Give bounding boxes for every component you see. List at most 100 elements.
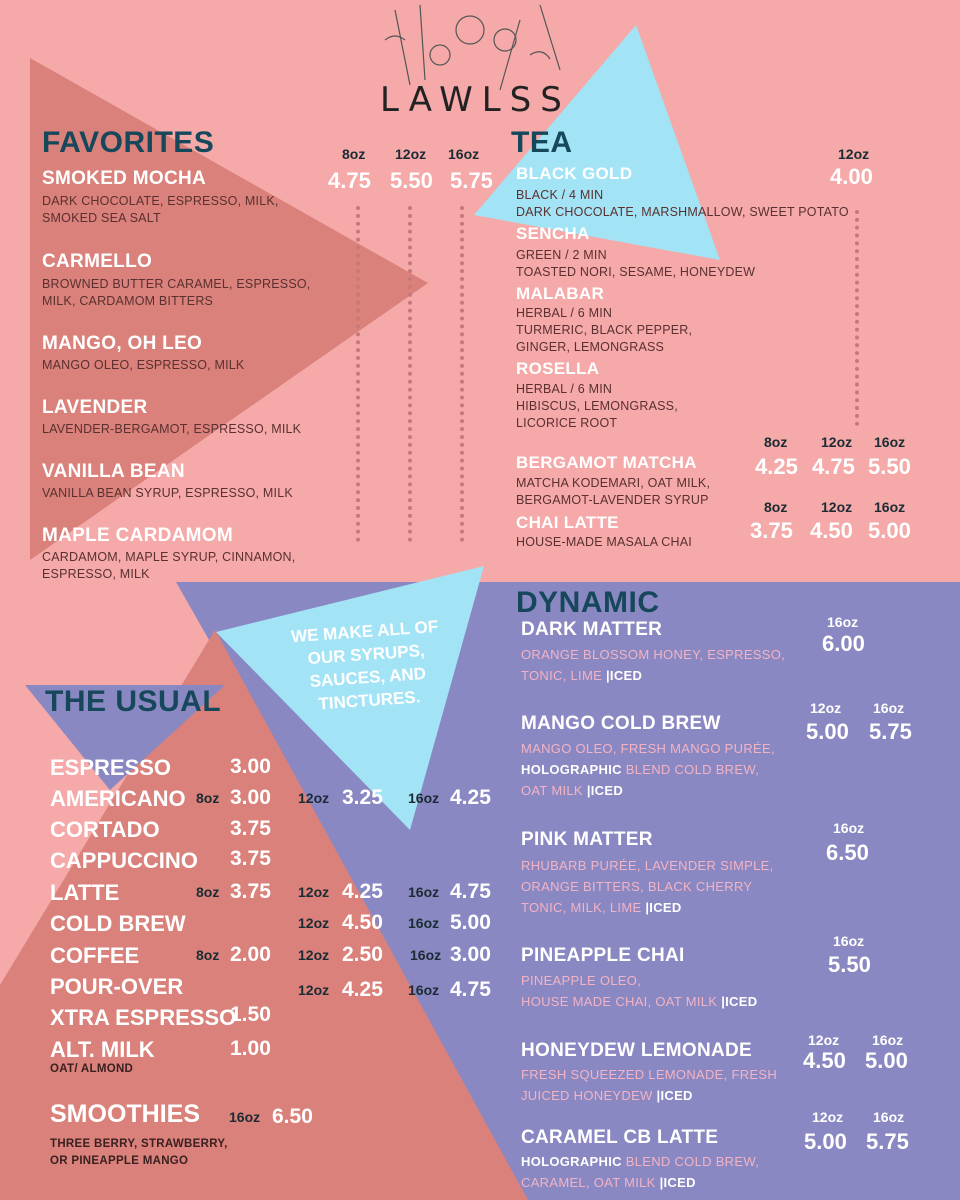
usual-item-price: 3.00: [230, 786, 271, 809]
usual-item-name: ALT. MILK: [50, 1037, 155, 1062]
dynamic-size: 12oz: [808, 1032, 840, 1048]
matcha-desc: MATCHA KODEMARI, OAT MILK, BERGAMOT-LAVEN…: [516, 476, 711, 507]
bg-lavender-small-triangle: [25, 685, 225, 790]
tea-item-name: SENCHA: [516, 224, 590, 243]
usual-item-price: 3.75: [230, 847, 271, 870]
usual-item-name: LATTE: [50, 880, 120, 905]
dynamic-size: 16oz: [872, 1032, 904, 1048]
usual-item-price: 2.50: [342, 943, 383, 966]
chai-name: CHAI LATTE: [516, 513, 619, 532]
fav-item-name: MAPLE CARDAMOM: [42, 525, 234, 546]
dynamic-price: 6.50: [826, 840, 869, 865]
usual-item-name: CAPPUCCINO: [50, 848, 198, 873]
tea-item-desc: HERBAL / 6 MIN TURMERIC, BLACK PEPPER, GIN…: [516, 306, 693, 354]
dynamic-size: 12oz: [810, 700, 842, 716]
usual-item-price: 4.25: [450, 786, 491, 809]
usual-item-price: 4.75: [450, 978, 491, 1001]
dynamic-price: 5.50: [828, 952, 871, 977]
dynamic-title: DYNAMIC: [516, 586, 660, 619]
smoothies-name: SMOOTHIES: [50, 1100, 201, 1128]
chai-size: 12oz: [821, 499, 853, 515]
usual-item-price: 3.75: [230, 817, 271, 840]
fav-item-desc: MANGO OLEO, ESPRESSO, MILK: [42, 358, 245, 372]
favorites-title: FAVORITES: [42, 126, 215, 159]
dynamic-item-desc: PINEAPPLE OLEO, HOUSE MADE CHAI, OAT MIL…: [521, 973, 758, 1009]
chai-size: 16oz: [874, 499, 906, 515]
dynamic-price: 5.75: [866, 1129, 909, 1154]
usual-item-price: 4.50: [342, 911, 383, 934]
matcha-price: 4.25: [755, 454, 798, 479]
favorites-price-8oz: 4.75: [328, 168, 371, 193]
tea-title: TEA: [511, 126, 573, 159]
dynamic-size: 16oz: [833, 933, 865, 949]
tea-item-desc: HERBAL / 6 MIN HIBISCUS, LEMONGRASS, LICOR…: [516, 382, 678, 430]
matcha-price: 5.50: [868, 454, 911, 479]
tea-item-name: MALABAR: [516, 284, 605, 303]
usual-item-price: 1.00: [230, 1037, 271, 1060]
house-made-banner: WE MAKE ALL OF OUR SYRUPS, SAUCES, AND TINC…: [290, 616, 439, 714]
usual-title: THE USUAL: [45, 685, 222, 718]
usual-size: 16oz: [408, 884, 440, 900]
matcha-size: 16oz: [874, 434, 906, 450]
chai-desc: HOUSE-MADE MASALA CHAI: [516, 535, 692, 549]
dynamic-size: 16oz: [873, 1109, 905, 1125]
usual-size: 12oz: [298, 982, 330, 998]
favorites-size-8oz: 8oz: [342, 146, 366, 162]
fav-item-name: LAVENDER: [42, 397, 148, 418]
dynamic-size: 16oz: [873, 700, 905, 716]
dynamic-price: 6.00: [822, 631, 865, 656]
tea-item-name: ROSELLA: [516, 359, 600, 378]
dynamic-item-name: PINEAPPLE CHAI: [521, 945, 685, 966]
brand-logo: LAWLSS: [380, 80, 571, 120]
chai-size: 8oz: [764, 499, 788, 515]
usual-size: 12oz: [298, 884, 330, 900]
usual-size: 16oz: [408, 982, 440, 998]
favorites-dotline-16oz: [460, 206, 468, 542]
dynamic-price: 5.00: [804, 1129, 847, 1154]
usual-item-price: 2.00: [230, 943, 271, 966]
tea-item-desc: GREEN / 2 MIN TOASTED NORI, SESAME, HONEY…: [516, 248, 756, 279]
bg-salmon-triangle-top: [30, 58, 428, 560]
tea-item-desc: BLACK / 4 MIN DARK CHOCOLATE, MARSHMALLOW…: [516, 188, 849, 219]
usual-item-price: 4.25: [342, 880, 383, 903]
usual-size: 8oz: [196, 884, 220, 900]
tea-dotline: [855, 210, 863, 426]
usual-size: 12oz: [298, 915, 330, 931]
favorites-size-12oz: 12oz: [395, 146, 427, 162]
fav-item-name: VANILLA BEAN: [42, 461, 185, 482]
usual-item-price: 3.00: [230, 755, 271, 778]
matcha-name: BERGAMOT MATCHA: [516, 453, 697, 472]
fav-item-name: CARMELLO: [42, 251, 153, 272]
fav-item-desc: VANILLA BEAN SYRUP, ESPRESSO, MILK: [42, 486, 293, 500]
fav-item-name: MANGO, OH LEO: [42, 333, 203, 354]
dynamic-size: 16oz: [833, 820, 865, 836]
usual-item-name: COLD BREW: [50, 911, 186, 936]
favorites-price-16oz: 5.75: [450, 168, 493, 193]
usual-item-price: 3.25: [342, 786, 383, 809]
chai-price: 4.50: [810, 518, 853, 543]
matcha-price: 4.75: [812, 454, 855, 479]
smoothies-price: 6.50: [272, 1105, 313, 1128]
dynamic-item-name: DARK MATTER: [521, 619, 663, 640]
usual-item-price: 5.00: [450, 911, 491, 934]
bg-sky-triangle-top: [474, 25, 720, 260]
fav-item-desc: BROWNED BUTTER CARAMEL, ESPRESSO, MILK, C…: [42, 277, 311, 308]
chai-price: 3.75: [750, 518, 793, 543]
tea-item-name: BLACK GOLD: [516, 164, 633, 183]
matcha-size: 8oz: [764, 434, 788, 450]
dynamic-price: 5.00: [806, 719, 849, 744]
dynamic-price: 4.50: [803, 1048, 846, 1073]
usual-item-name: AMERICANO: [50, 786, 186, 811]
usual-item-price: 3.00: [450, 943, 491, 966]
chai-price: 5.00: [868, 518, 911, 543]
usual-size: 12oz: [298, 947, 330, 963]
bg-salmon-triangle-bottom: [0, 630, 528, 1200]
fav-item-desc: CARDAMOM, MAPLE SYRUP, CINNAMON, ESPRESSO…: [42, 550, 296, 581]
fav-item-desc: LAVENDER-BERGAMOT, ESPRESSO, MILK: [42, 422, 302, 436]
dynamic-item-desc: RHUBARB PURÉE, LAVENDER SIMPLE, ORANGE BI…: [521, 858, 774, 915]
dynamic-item-desc: HOLOGRAPHIC BLEND COLD BREW, CARAMEL, OA…: [521, 1154, 760, 1190]
dynamic-item-desc: FRESH SQUEEZED LEMONADE, FRESH JUICED HO…: [521, 1067, 778, 1103]
matcha-size: 12oz: [821, 434, 853, 450]
favorites-dotline-12oz: [408, 206, 416, 542]
